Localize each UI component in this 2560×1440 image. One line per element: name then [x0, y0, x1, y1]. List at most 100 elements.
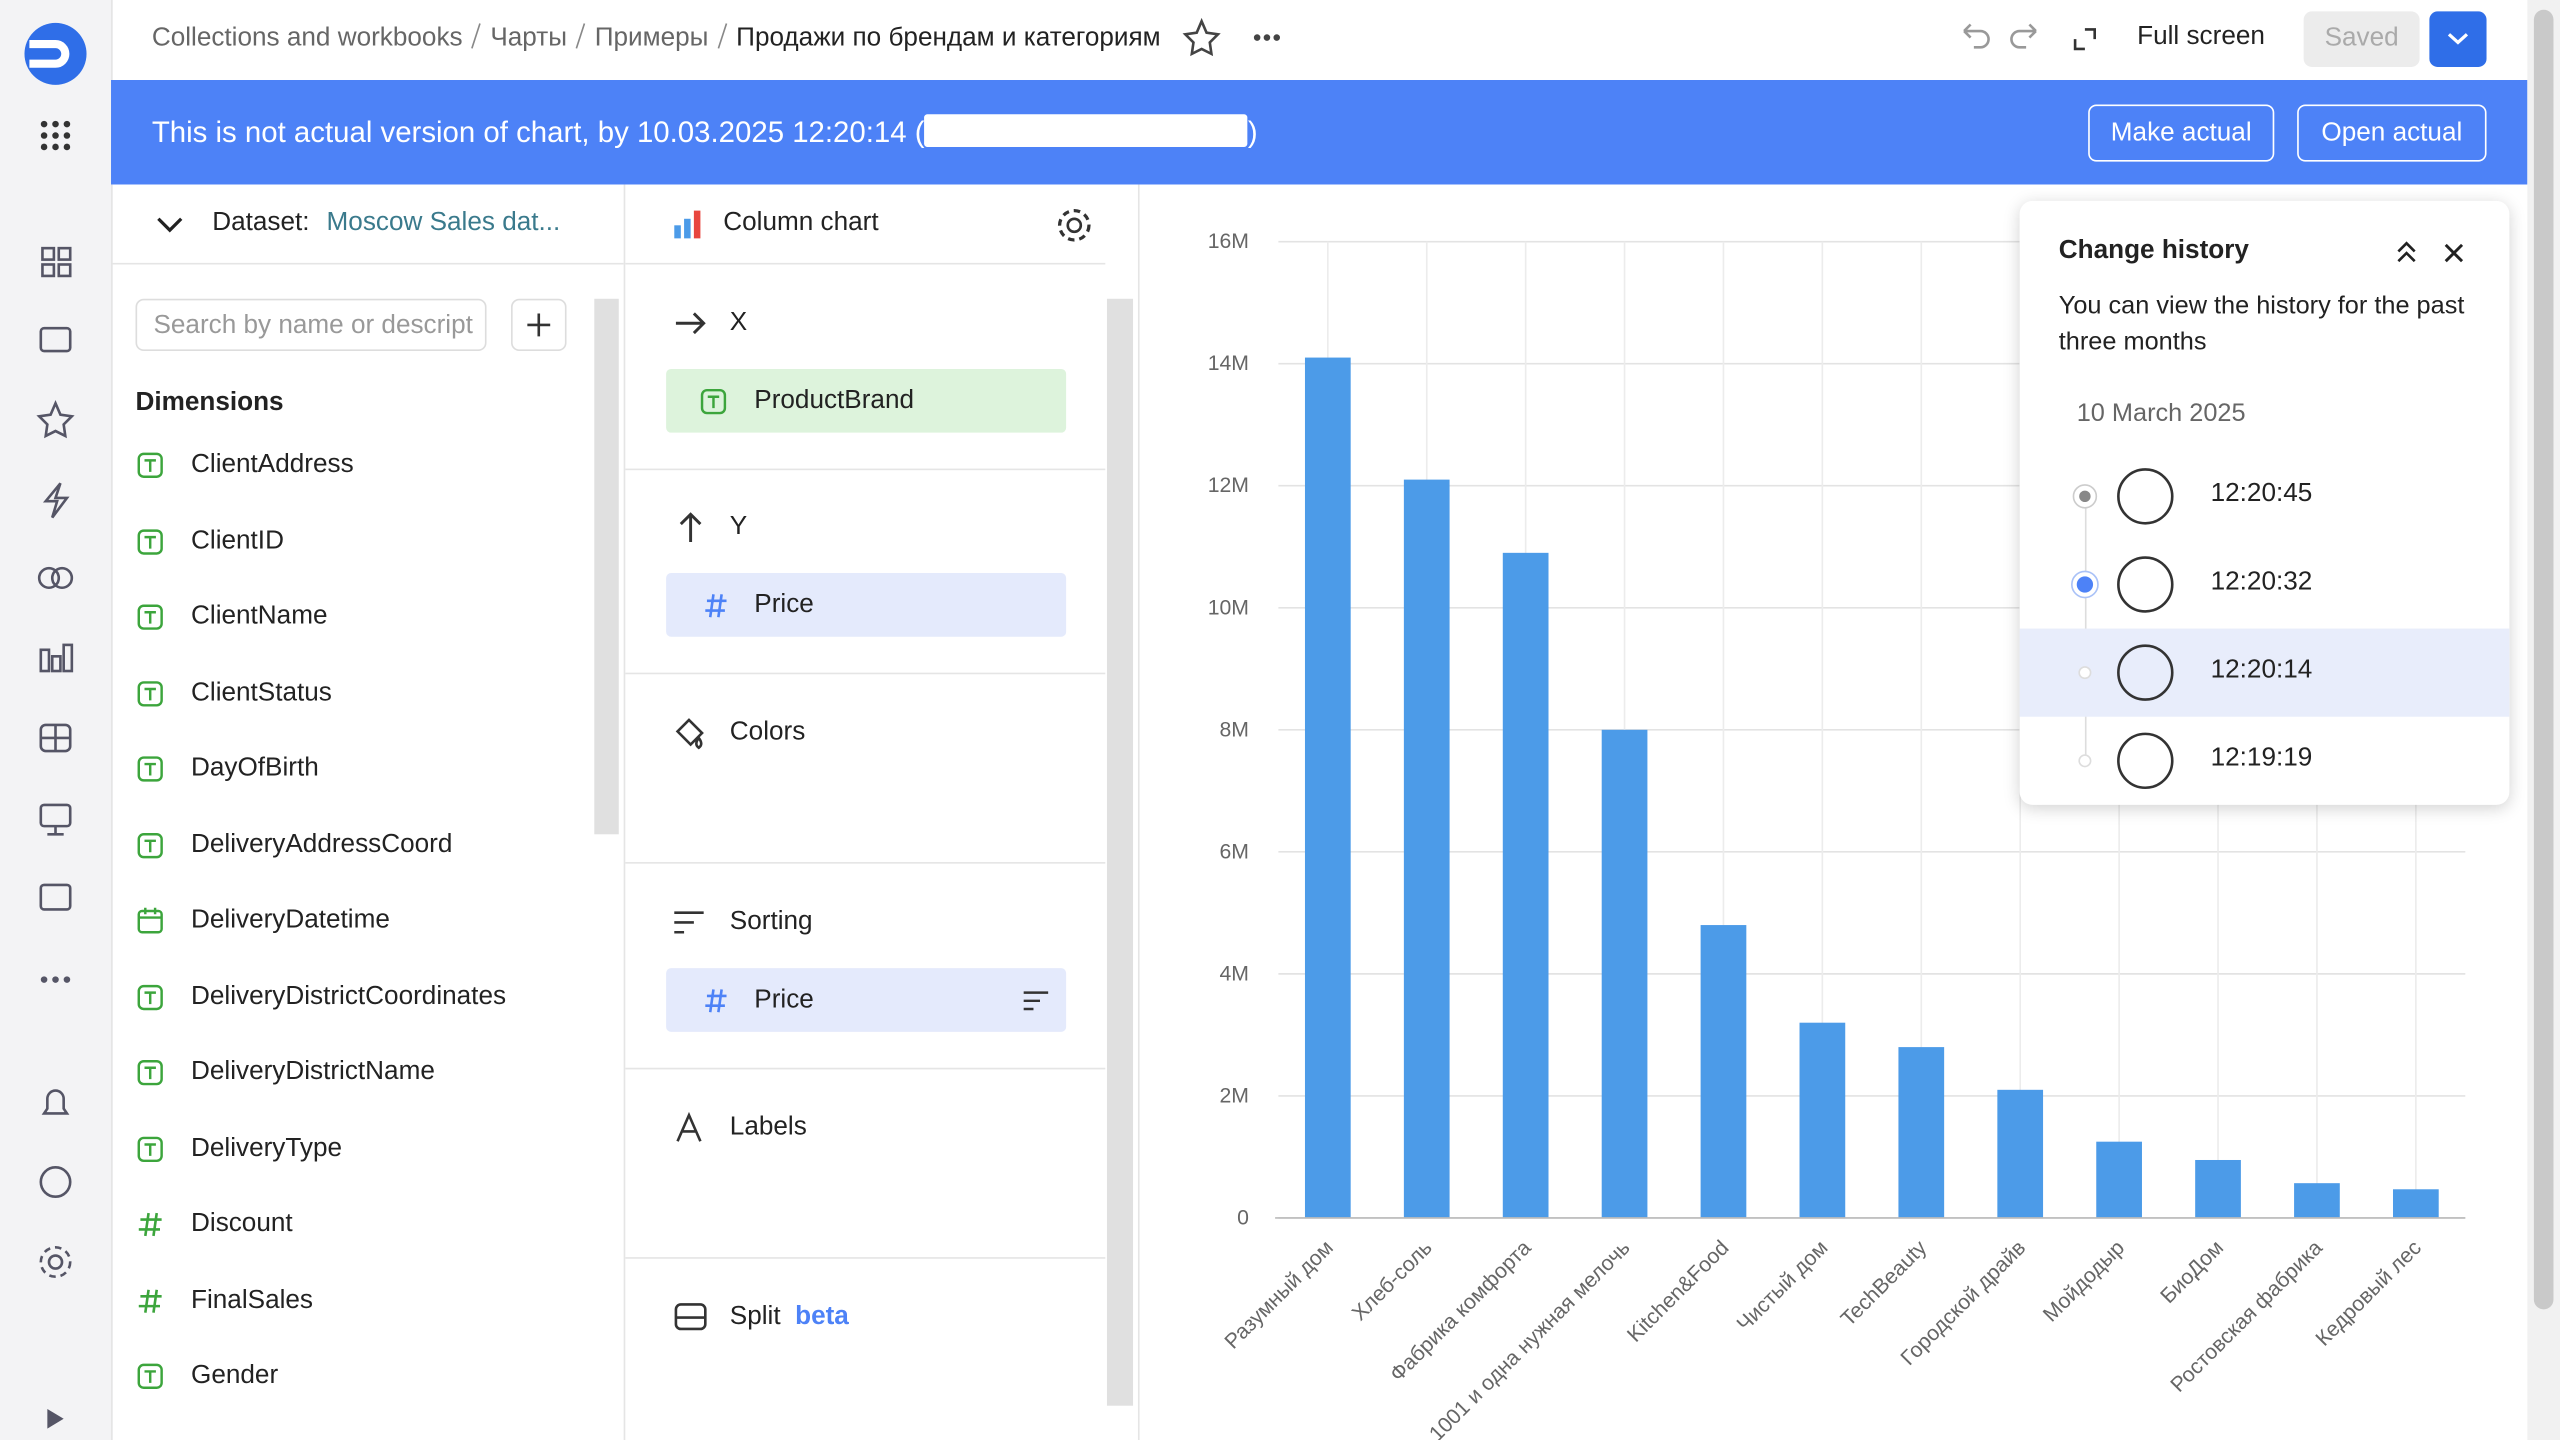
- section-label: X: [729, 308, 748, 337]
- field-item[interactable]: ClientStatus: [136, 678, 332, 707]
- sorting-section: Sorting: [673, 904, 813, 940]
- collapse-icon[interactable]: [153, 209, 186, 242]
- bar: [2392, 1189, 2439, 1218]
- beta-badge: beta: [795, 1302, 849, 1331]
- y-tick-label: 10M: [1208, 596, 1249, 619]
- y-tick-label: 12M: [1208, 474, 1249, 497]
- wizard-panel: [625, 184, 1140, 1440]
- banner-message: This is not actual version of chart, by …: [151, 115, 925, 149]
- breadcrumbs: Collections and workbooks Чарты Примеры Про…: [152, 23, 1161, 54]
- dataset-label: Dataset:: [212, 208, 310, 237]
- x-tick-label: TechBeauty: [1837, 1236, 1932, 1331]
- field-pill[interactable]: Price: [666, 573, 1067, 637]
- history-item-icons: [2078, 644, 2174, 701]
- saved-button: Saved: [2303, 11, 2420, 67]
- field-item[interactable]: DeliveryDatetime: [136, 906, 390, 935]
- field-name: Gender: [191, 1361, 279, 1390]
- y-tick-label: 0: [1237, 1206, 1249, 1229]
- field-name: Price: [754, 985, 814, 1014]
- field-name: DeliveryDistrictCoordinates: [191, 982, 507, 1010]
- y-tick-label: 2M: [1219, 1084, 1248, 1107]
- save-menu-button[interactable]: [2429, 11, 2487, 67]
- breadcrumb[interactable]: Collections and workbooks: [151, 24, 463, 53]
- section-label: Labels: [729, 1113, 807, 1142]
- open-actual-button[interactable]: Open actual: [2297, 104, 2487, 162]
- bar: [1403, 479, 1450, 1218]
- scrollbar: [594, 298, 619, 835]
- field-item[interactable]: ClientID: [136, 527, 284, 556]
- field-name: DeliveryDistrictName: [191, 1057, 435, 1086]
- section-label: Colors: [729, 718, 806, 747]
- x-tick-label: 1001 и одна нужная мелочь: [1425, 1236, 1635, 1440]
- y-tick-label: 14M: [1208, 352, 1249, 375]
- history-time[interactable]: 12:20:14: [2210, 656, 2313, 685]
- field-name: DeliveryAddressCoord: [191, 830, 453, 858]
- field-type-icon: [137, 604, 163, 630]
- history-date: 10 March 2025: [2076, 399, 2246, 428]
- field-item[interactable]: FinalSales: [136, 1286, 313, 1315]
- full-screen-button[interactable]: Full screen: [2137, 22, 2265, 51]
- bar: [1601, 729, 1648, 1218]
- history-item-icons: [2078, 732, 2174, 790]
- bar: [1502, 552, 1549, 1218]
- field-item[interactable]: DeliveryAddressCoord: [136, 830, 453, 859]
- make-actual-button[interactable]: Make actual: [2088, 104, 2275, 162]
- section-label: Y: [729, 512, 748, 541]
- field-type-icon: [137, 984, 163, 1010]
- field-item[interactable]: ClientName: [136, 602, 328, 631]
- field-item[interactable]: DayOfBirth: [136, 754, 319, 783]
- field-item[interactable]: Gender: [136, 1361, 279, 1391]
- field-type-icon: [137, 528, 163, 554]
- field-pill[interactable]: ProductBrand: [666, 368, 1067, 433]
- bar: [1997, 1089, 2044, 1218]
- field-item[interactable]: Discount: [136, 1210, 293, 1239]
- field-name: FinalSales: [191, 1285, 313, 1314]
- bar: [1898, 1047, 1945, 1218]
- x-tick-label: Кедровый лес: [2312, 1236, 2427, 1351]
- field-name: ClientAddress: [191, 450, 354, 479]
- field-item[interactable]: DeliveryType: [136, 1133, 343, 1163]
- field-pill[interactable]: Price: [666, 968, 1067, 1032]
- history-time[interactable]: 12:19:19: [2210, 744, 2313, 773]
- settings-icon[interactable]: [1055, 206, 1094, 245]
- y-tick-label: 4M: [1219, 962, 1248, 985]
- x-tick-label: Мойдодыр: [2039, 1236, 2129, 1326]
- y-tick-label: 16M: [1208, 230, 1249, 253]
- breadcrumb[interactable]: Примеры: [594, 24, 709, 53]
- section-label: Split: [729, 1302, 781, 1331]
- y-tick-label: 6M: [1219, 840, 1248, 863]
- history-item-icons: [2072, 468, 2174, 525]
- history-time[interactable]: 12:20:32: [2210, 568, 2313, 596]
- search-input[interactable]: Search by name or descript: [135, 298, 487, 352]
- dataset-name[interactable]: Moscow Sales dat...: [326, 208, 561, 237]
- field-name: DeliveryType: [191, 1133, 343, 1162]
- history-time[interactable]: 12:20:45: [2210, 479, 2313, 508]
- field-type-icon: [137, 1059, 163, 1086]
- field-name: DayOfBirth: [191, 754, 319, 783]
- header-icons[interactable]: [1176, 13, 1307, 62]
- field-name: ProductBrand: [754, 386, 915, 414]
- field-type-icon: [138, 1212, 162, 1237]
- field-name: ClientID: [191, 526, 284, 555]
- nav-bar: [0, 0, 113, 1440]
- section-label: Sorting: [729, 907, 813, 936]
- scrollbar: [1106, 298, 1134, 1406]
- add-field-button[interactable]: [511, 298, 567, 352]
- field-item[interactable]: ClientAddress: [136, 451, 354, 480]
- split-section: Split beta: [673, 1300, 849, 1336]
- x-tick-label: Чистый дом: [1733, 1236, 1833, 1336]
- bar: [2294, 1183, 2340, 1218]
- field-item[interactable]: DeliveryDistrictName: [136, 1058, 435, 1087]
- field-type-icon: [137, 680, 163, 706]
- selected-row: [2019, 628, 2510, 717]
- bar: [1700, 925, 1747, 1218]
- dataset-panel: [111, 184, 626, 1440]
- field-name: Price: [754, 590, 814, 618]
- field-name: Discount: [191, 1209, 293, 1238]
- field-item[interactable]: DeliveryDistrictCoordinates: [136, 982, 507, 1011]
- undo-redo[interactable]: [1951, 16, 2114, 62]
- chart-type[interactable]: Column chart: [723, 208, 879, 237]
- breadcrumb[interactable]: Чарты: [490, 24, 567, 53]
